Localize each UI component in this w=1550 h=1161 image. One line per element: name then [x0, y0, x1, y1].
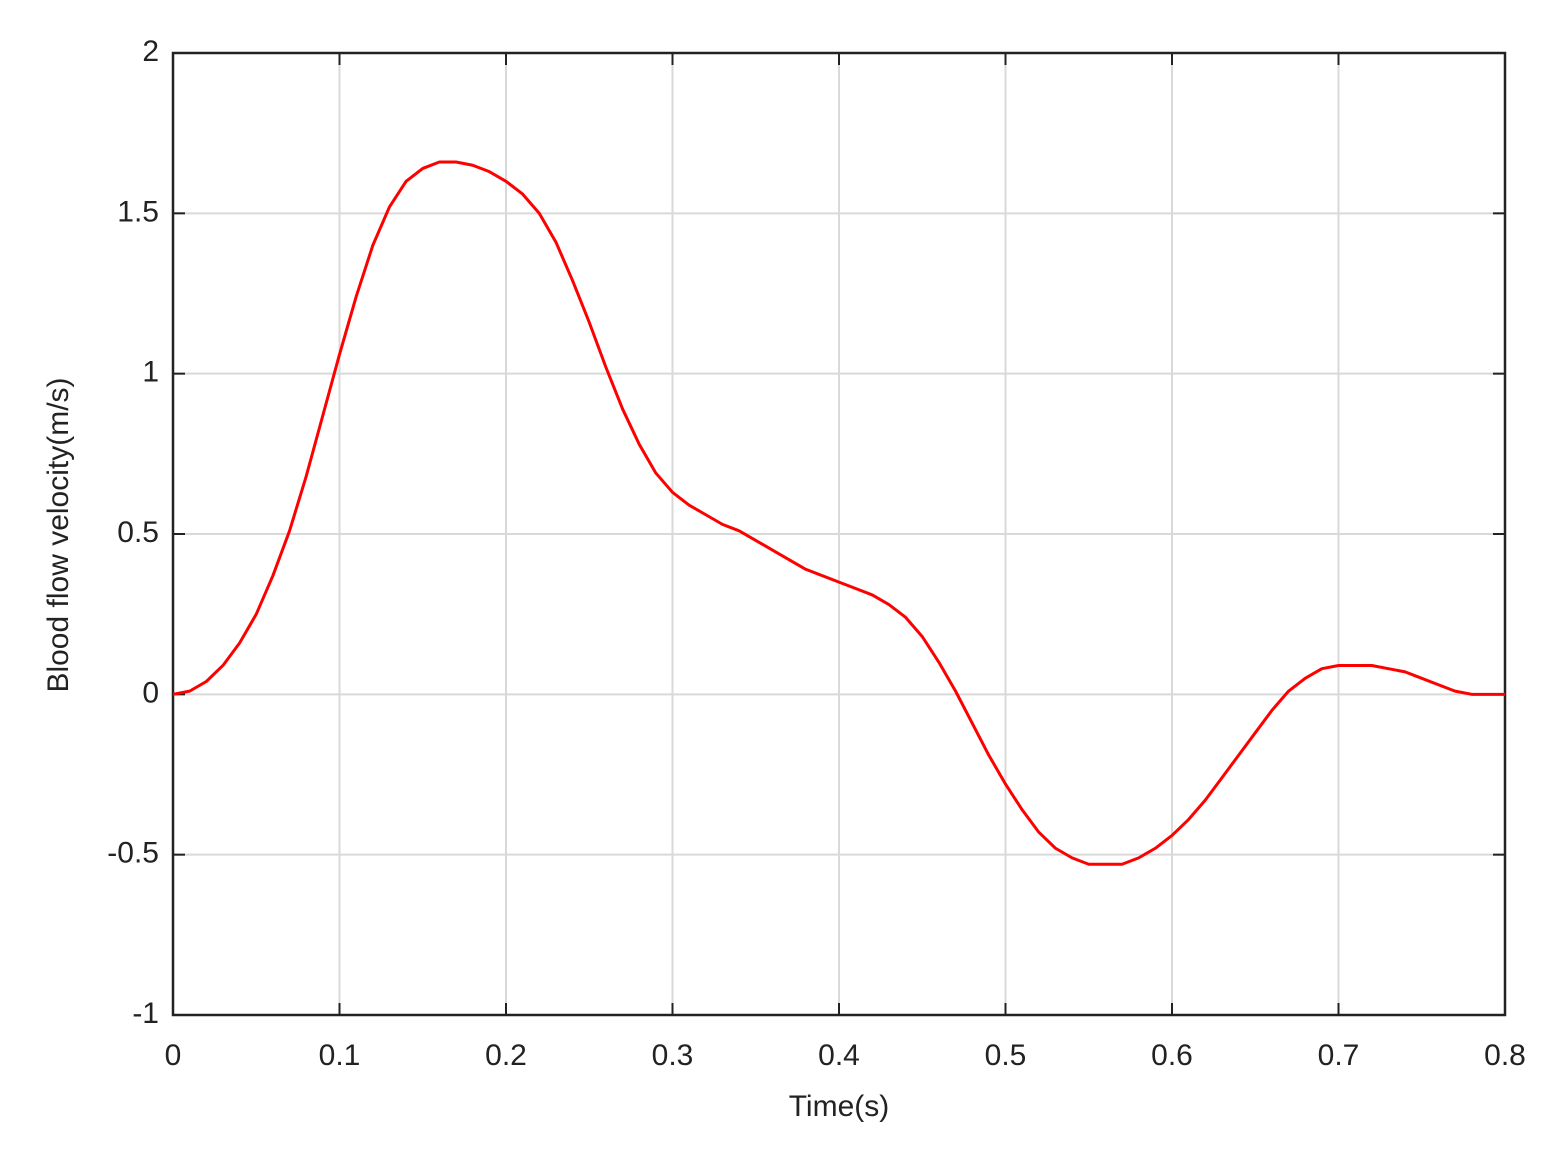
x-tick-label: 0.6 [1151, 1039, 1193, 1072]
y-tick-label: 2 [142, 35, 159, 68]
x-tick-label: 0.1 [319, 1039, 361, 1072]
x-tick-label: 0.5 [985, 1039, 1027, 1072]
y-tick-label: -0.5 [107, 837, 159, 870]
x-tick-label: 0 [165, 1039, 182, 1072]
x-tick-label: 0.8 [1484, 1039, 1526, 1072]
x-tick-label: 0.2 [485, 1039, 527, 1072]
y-axis-label: Blood flow velocity(m/s) [42, 377, 75, 692]
x-tick-label: 0.3 [652, 1039, 694, 1072]
x-tick-label: 0.4 [818, 1039, 860, 1072]
y-tick-label: 1.5 [117, 195, 159, 228]
y-tick-label: 0 [142, 676, 159, 709]
x-tick-label: 0.7 [1318, 1039, 1360, 1072]
plot-frame [171, 51, 1507, 1017]
y-tick-label: -1 [132, 997, 159, 1030]
y-tick-label: 0.5 [117, 516, 159, 549]
x-axis-label: Time(s) [789, 1090, 890, 1123]
y-tick-label: 1 [142, 356, 159, 389]
data-line [172, 160, 1505, 866]
